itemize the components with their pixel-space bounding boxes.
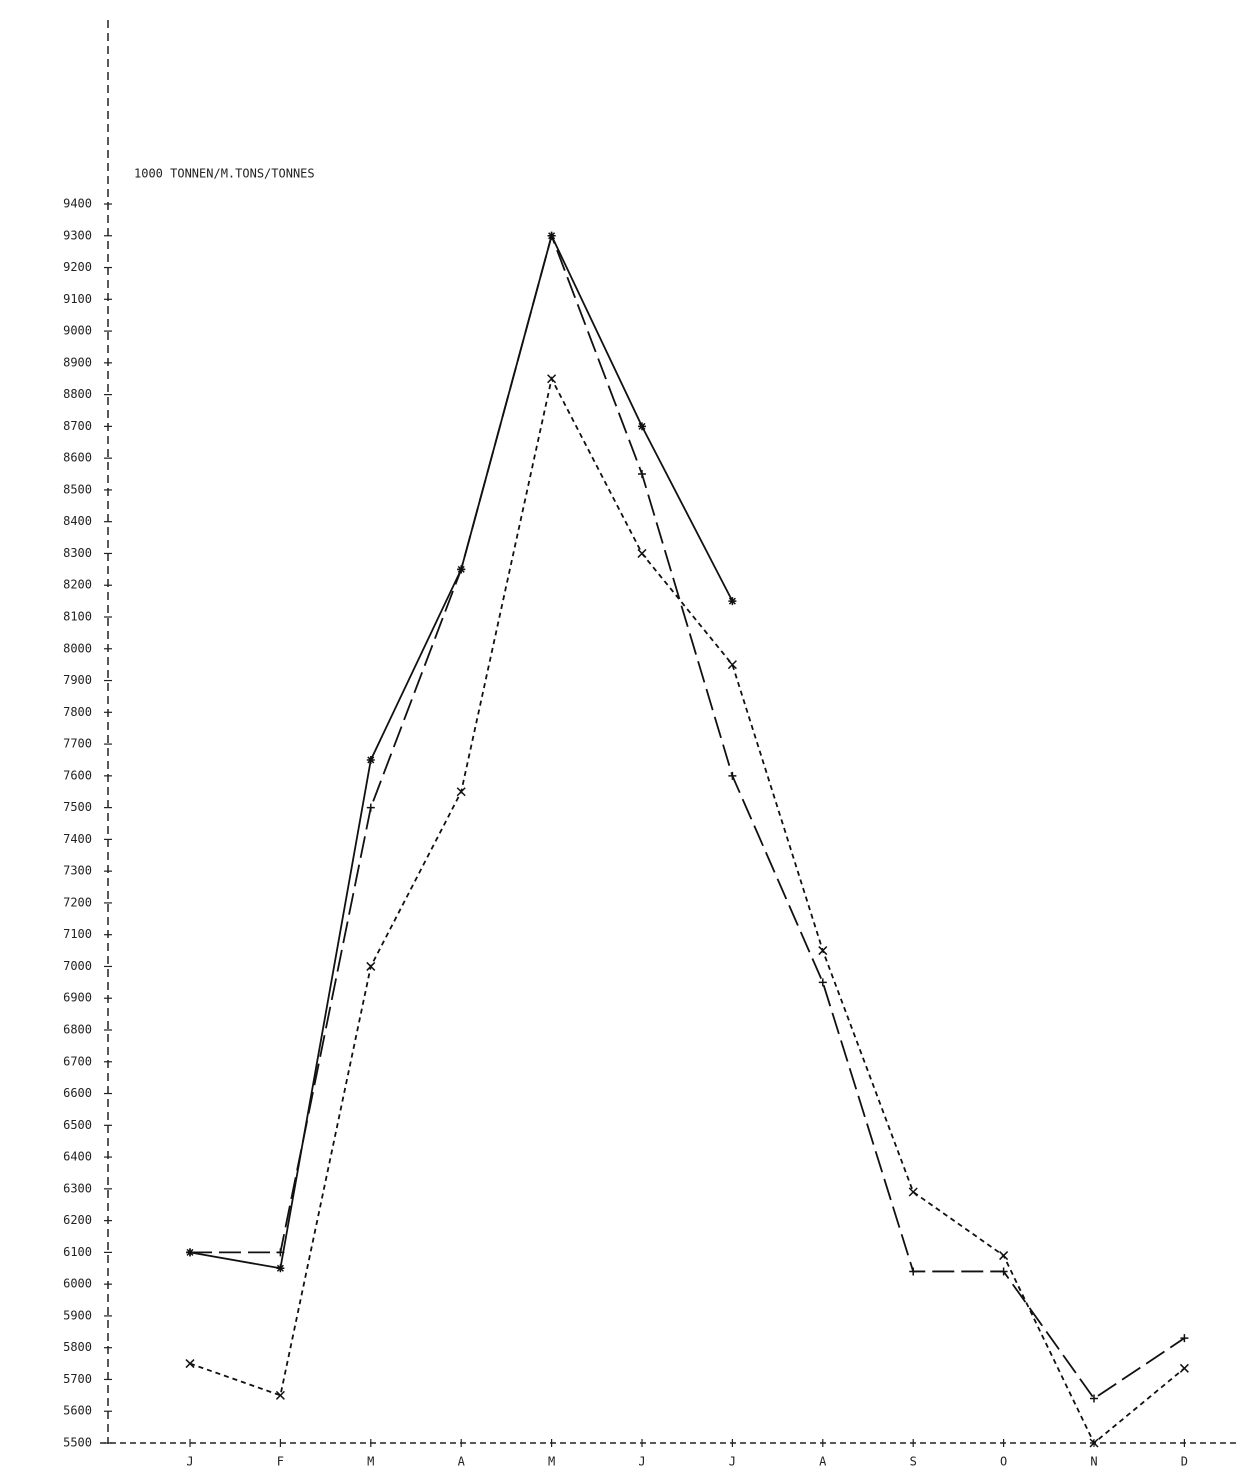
point-marker <box>728 771 737 780</box>
y-tick-label: 6000 <box>63 1277 92 1291</box>
y-tick-label: 7900 <box>63 673 92 687</box>
x-tick-label: M <box>548 1455 555 1469</box>
y-tick-label: 9400 <box>63 197 92 211</box>
point-marker <box>908 1187 918 1197</box>
point-marker <box>457 565 466 574</box>
y-tick-label: 9100 <box>63 292 92 306</box>
point-marker <box>638 422 646 431</box>
y-tick-label: 8700 <box>63 419 92 433</box>
point-marker <box>366 961 376 971</box>
x-tick-label: M <box>367 1455 374 1469</box>
x-tick-label: F <box>277 1455 284 1469</box>
y-tick-label: 7200 <box>63 895 92 909</box>
y-tick-label: 9000 <box>63 324 92 338</box>
point-marker <box>818 978 827 987</box>
x-tick-label: J <box>186 1455 193 1469</box>
y-tick-label: 5600 <box>63 1404 92 1418</box>
y-tick-label: 7800 <box>63 705 92 719</box>
y-tick-label: 5900 <box>63 1308 92 1322</box>
y-tick-label: 6500 <box>63 1118 92 1132</box>
point-marker <box>186 1248 194 1257</box>
x-tick-label: O <box>1000 1455 1007 1469</box>
point-marker <box>728 597 737 606</box>
point-marker <box>276 1264 285 1273</box>
y-tick-label: 7600 <box>63 768 92 782</box>
point-marker <box>909 1267 918 1276</box>
series-line <box>190 232 1185 1400</box>
y-tick-label: 8800 <box>63 387 92 401</box>
x-tick-label: N <box>1090 1455 1097 1469</box>
point-marker <box>1179 1363 1189 1373</box>
y-tick-label: 5700 <box>63 1372 92 1386</box>
y-tick-label: 5800 <box>63 1340 92 1354</box>
point-marker <box>276 1248 285 1257</box>
y-tick-label: 8100 <box>63 610 92 624</box>
y-tick-label: 6700 <box>63 1054 92 1068</box>
y-tick-label: 5500 <box>63 1436 92 1450</box>
point-marker <box>637 548 647 558</box>
y-tick-label: 7100 <box>63 927 92 941</box>
y-tick-label: 6900 <box>63 991 92 1005</box>
y-tick-label: 6400 <box>63 1150 92 1164</box>
y-tick-label: 7400 <box>63 832 92 846</box>
x-tick-label: S <box>910 1455 917 1469</box>
point-marker <box>547 231 556 240</box>
y-axis-label: 1000 TONNEN/M.TONS/TONNES <box>134 167 315 181</box>
point-marker <box>547 374 557 384</box>
point-marker <box>727 660 737 670</box>
point-marker <box>275 1390 285 1400</box>
x-tick-label: D <box>1181 1455 1188 1469</box>
point-marker <box>1089 1438 1099 1448</box>
point-marker <box>185 1359 195 1369</box>
y-tick-label: 8000 <box>63 641 92 655</box>
y-tick-label: 7300 <box>63 864 92 878</box>
y-tick-label: 7000 <box>63 959 92 973</box>
y-tick-label: 8200 <box>63 578 92 592</box>
y-tick-label: 8900 <box>63 355 92 369</box>
point-marker <box>818 946 828 956</box>
point-marker <box>456 787 466 797</box>
point-marker <box>1090 1394 1098 1403</box>
y-tick-label: 7500 <box>63 800 92 814</box>
point-marker <box>638 470 646 479</box>
y-tick-label: 6200 <box>63 1213 92 1227</box>
point-marker <box>1180 1334 1189 1343</box>
point-marker <box>366 755 375 764</box>
x-tick-label: A <box>458 1455 466 1469</box>
x-tick-label: J <box>638 1455 645 1469</box>
y-tick-label: 8400 <box>63 514 92 528</box>
y-tick-label: 6300 <box>63 1181 92 1195</box>
y-tick-label: 8300 <box>63 546 92 560</box>
x-tick-label: J <box>729 1455 736 1469</box>
y-tick-label: 7700 <box>63 737 92 751</box>
point-marker <box>366 803 375 812</box>
y-tick-label: 6800 <box>63 1023 92 1037</box>
series-line <box>189 376 1185 1445</box>
y-tick-label: 8500 <box>63 482 92 496</box>
y-tick-label: 9300 <box>63 228 92 242</box>
point-marker <box>999 1251 1009 1261</box>
y-tick-label: 8600 <box>63 451 92 465</box>
y-tick-label: 6100 <box>63 1245 92 1259</box>
point-marker <box>999 1267 1008 1276</box>
x-tick-label: A <box>819 1455 827 1469</box>
y-tick-label: 9200 <box>63 260 92 274</box>
y-tick-label: 6600 <box>63 1086 92 1100</box>
